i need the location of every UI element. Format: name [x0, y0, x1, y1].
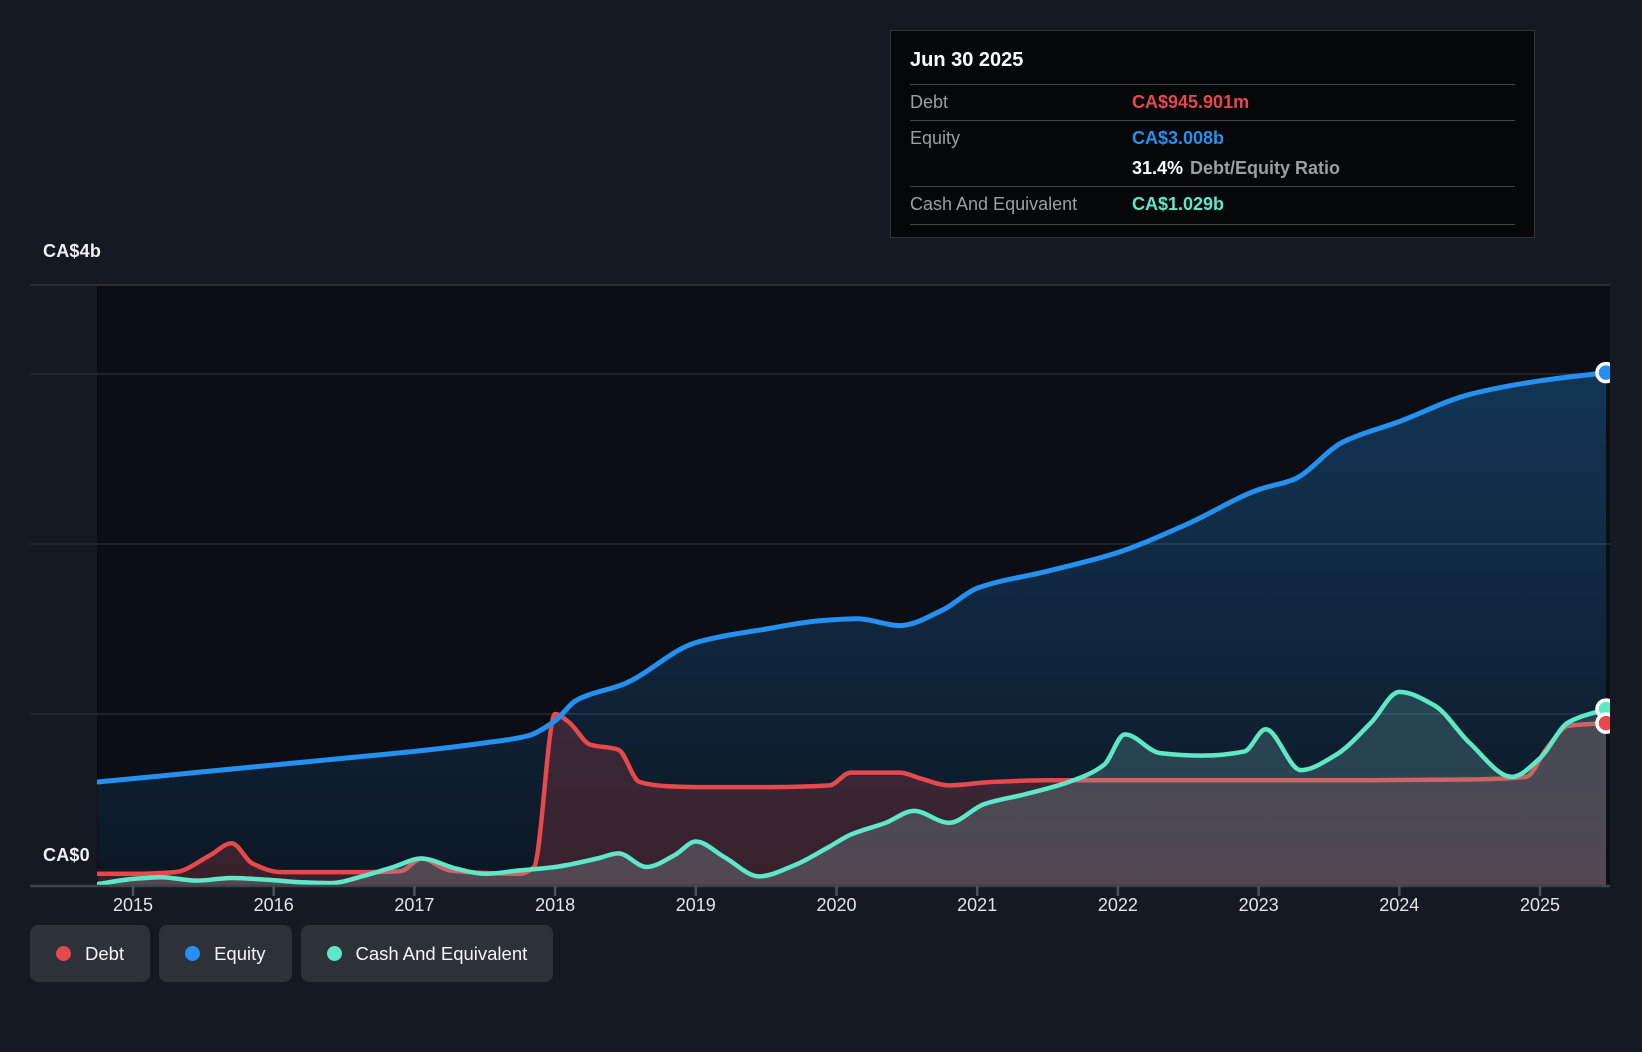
tooltip-row-ratio: 31.4% Debt/Equity Ratio: [910, 156, 1515, 186]
x-axis-ticks: [131, 886, 1542, 896]
tooltip-row-debt: Debt CA$945.901m: [910, 84, 1515, 120]
tooltip-ratio-value: 31.4%: [1132, 158, 1184, 178]
tooltip-equity-value: CA$3.008b: [1132, 128, 1225, 148]
legend-item-cash[interactable]: Cash And Equivalent: [300, 925, 554, 982]
cash-line: [97, 689, 1609, 887]
x-axis-label-2022: 2022: [1097, 895, 1138, 915]
tooltip-cash-label: Cash And Equivalent: [910, 194, 1078, 214]
x-axis-label-2015: 2015: [112, 895, 154, 915]
tooltip-date: Jun 30 2025: [910, 49, 1024, 71]
tooltip-debt-label: Debt: [910, 92, 949, 112]
cash-legend-dot-icon: [326, 946, 342, 961]
legend-label-cash: Cash And Equivalent: [355, 942, 528, 964]
legend-item-debt[interactable]: Debt: [30, 925, 151, 982]
chart-tooltip: Jun 30 2025 Debt CA$945.901m Equity CA$3…: [890, 30, 1535, 238]
equity-line: [97, 370, 1609, 785]
debt-legend-dot-icon: [56, 946, 71, 961]
x-axis-label-2019: 2019: [675, 895, 716, 915]
equity-legend-dot-icon: [185, 946, 201, 961]
x-axis-label-2018: 2018: [535, 895, 576, 915]
tooltip-equity-label: Equity: [910, 128, 961, 148]
tooltip-cash-value: CA$1.029b: [1132, 194, 1225, 214]
legend-label-debt: Debt: [85, 942, 125, 964]
tooltip-debt-value: CA$945.901m: [1132, 92, 1250, 112]
legend-item-equity[interactable]: Equity: [159, 925, 292, 982]
tooltip-row-cash: Cash And Equivalent CA$1.029b: [910, 186, 1515, 225]
x-axis-label-2025: 2025: [1519, 895, 1561, 915]
y-axis-label-bottom: CA$0: [43, 845, 90, 865]
x-axis: [30, 884, 1610, 896]
equity-end-marker: [1595, 361, 1610, 384]
legend-label-equity: Equity: [214, 942, 266, 964]
tooltip-row-equity: Equity CA$3.008b: [910, 120, 1515, 156]
tooltip-ratio-label: Debt/Equity Ratio: [1190, 158, 1341, 178]
x-axis-label-2020: 2020: [816, 895, 857, 915]
chart-legend: Debt Equity Cash And Equivalent: [30, 925, 554, 982]
x-axis-label-2017: 2017: [394, 895, 435, 915]
cash-area: [97, 691, 1606, 886]
debt-end-marker: [1595, 712, 1610, 734]
x-axis-label-2016: 2016: [253, 895, 294, 915]
y-axis-label-top: CA$4b: [43, 241, 102, 261]
x-axis-label-2024: 2024: [1379, 895, 1420, 915]
x-axis-label-2021: 2021: [957, 895, 998, 915]
series-end-markers: [1595, 361, 1610, 734]
x-axis-label-2023: 2023: [1238, 895, 1279, 915]
